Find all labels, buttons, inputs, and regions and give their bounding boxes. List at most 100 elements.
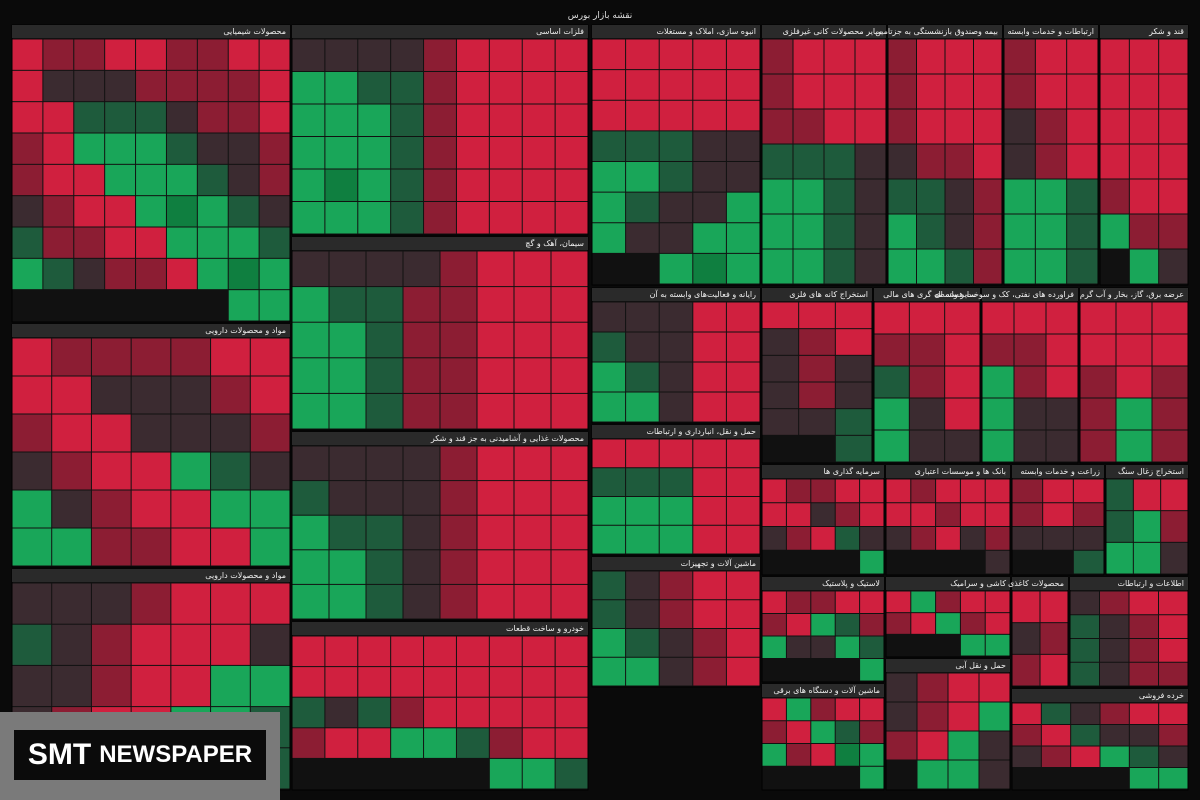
stock-tile — [1035, 109, 1067, 144]
stock-tile — [52, 338, 91, 376]
sector-header — [292, 237, 588, 250]
stock-tile — [1067, 144, 1098, 179]
stock-tile — [440, 358, 477, 393]
stock-tile — [211, 452, 250, 490]
stock-tile — [1080, 334, 1116, 366]
stock-tile — [1004, 144, 1035, 179]
stock-tile — [855, 74, 886, 109]
sector-header — [762, 465, 884, 478]
sector-header — [1100, 25, 1188, 38]
stock-tile — [166, 39, 197, 70]
stock-tile — [91, 665, 131, 707]
stock-tile — [1004, 214, 1035, 249]
sector-title: سیمان، آهک و گچ — [525, 238, 584, 248]
stock-tile — [592, 571, 626, 600]
sector-header — [886, 577, 1010, 590]
sector-header — [292, 622, 588, 635]
stock-tile — [1014, 366, 1046, 398]
stock-tile — [982, 366, 1014, 398]
sector-title: انبوه سازی، املاک و مستغلات — [656, 27, 756, 36]
sector-title: سایر محصولات کانی غیرفلزی — [783, 27, 883, 36]
stock-tile — [960, 527, 985, 550]
stock-tile — [292, 446, 329, 481]
stock-tile — [693, 253, 726, 284]
stock-tile — [948, 702, 979, 731]
stock-tile — [166, 196, 197, 227]
watermark: SMT NEWSPAPER — [0, 712, 280, 800]
stock-tile — [726, 525, 760, 554]
stock-tile — [974, 214, 1002, 249]
stock-tile — [522, 636, 555, 667]
stock-tile — [945, 398, 980, 430]
stock-tile — [1067, 39, 1098, 74]
stock-tile — [1035, 249, 1067, 284]
stock-tile — [440, 322, 477, 358]
stock-tile — [909, 302, 945, 334]
stock-tile — [358, 728, 391, 758]
stock-tile — [811, 636, 835, 658]
stock-tile — [12, 528, 52, 566]
stock-tile — [259, 102, 290, 133]
stock-tile — [197, 102, 228, 133]
stock-tile — [555, 758, 588, 789]
stock-tile — [948, 673, 979, 702]
stock-tile — [456, 728, 489, 758]
stock-tile — [726, 600, 760, 628]
stock-tile — [979, 702, 1010, 731]
stock-tile — [1080, 302, 1116, 334]
sector-title: ارتباطات و خدمات وابسته — [1007, 27, 1094, 36]
stock-tile — [424, 667, 456, 697]
stock-tile — [551, 481, 588, 515]
stock-tile — [440, 481, 477, 515]
stock-tile — [514, 515, 551, 550]
sector-header — [886, 659, 1010, 672]
stock-tile — [171, 376, 211, 414]
stock-tile — [799, 409, 835, 435]
stock-tile — [166, 70, 197, 102]
stock-tile — [131, 452, 171, 490]
sector-header — [292, 25, 588, 38]
stock-tile — [12, 624, 52, 665]
stock-tile — [1129, 144, 1159, 179]
stock-tile — [835, 744, 860, 766]
stock-tile — [860, 479, 884, 503]
stock-tile — [1159, 703, 1188, 724]
stock-tile — [105, 39, 136, 70]
stock-tile — [860, 591, 884, 613]
stock-tile — [440, 287, 477, 322]
stock-tile — [1116, 366, 1152, 398]
stock-tile — [197, 39, 228, 70]
stock-tile — [1129, 703, 1159, 724]
stock-tile — [874, 334, 909, 366]
stock-tile — [292, 584, 329, 619]
stock-tile — [197, 133, 228, 164]
stock-tile — [477, 584, 514, 619]
stock-tile — [1159, 746, 1188, 767]
stock-tile — [985, 527, 1010, 550]
stock-tile — [659, 392, 693, 422]
stock-tile — [424, 728, 456, 758]
stock-tile — [551, 322, 588, 358]
stock-tile — [626, 131, 659, 161]
stock-tile — [979, 731, 1010, 760]
stock-tile — [211, 528, 250, 566]
stock-tile — [726, 302, 760, 332]
stock-tile — [874, 398, 909, 430]
stock-tile — [693, 468, 726, 496]
stock-tile — [477, 322, 514, 358]
stock-tile — [1100, 662, 1129, 686]
stock-tile — [12, 452, 52, 490]
stock-tile — [403, 322, 440, 358]
stock-tile — [440, 515, 477, 550]
stock-tile — [592, 629, 626, 657]
stock-tile — [726, 39, 760, 70]
stock-tile — [786, 591, 811, 613]
stock-tile — [358, 39, 391, 71]
stock-tile — [985, 613, 1010, 634]
stock-tile — [693, 302, 726, 332]
stock-tile — [52, 376, 91, 414]
stock-tile — [793, 249, 824, 284]
stock-tile — [726, 571, 760, 600]
sector-header — [592, 288, 760, 301]
